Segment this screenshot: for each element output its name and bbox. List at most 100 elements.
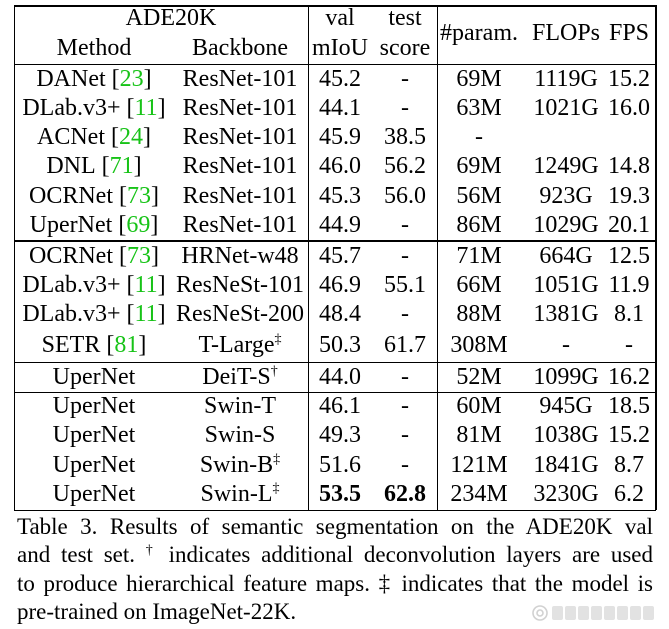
backbone-footnote-mark: † [270, 364, 278, 379]
table-row: DLab.v3+ [11] ResNet-101 44.1 - 63M 1021G 16.0 [0, 94, 669, 122]
flops-cell: 1841G [533, 452, 599, 478]
table-row: DLab.v3+ [11] ResNeSt-101 46.9 55.1 66M 1051G 1… [0, 271, 669, 299]
citation-ref[interactable]: [73] [119, 183, 159, 209]
method-name: OCRNet [29, 243, 113, 269]
params-cell: 69M [456, 153, 502, 179]
table-row: UperNet Swin-L‡ 53.5 62.8 234M 3230G 6.2 [0, 480, 669, 508]
backbone-cell: ResNeSt-200 [172, 300, 308, 328]
backbone-cell: DeiT-S† [172, 363, 308, 391]
test-score-cell: - [401, 452, 409, 478]
citation-ref[interactable]: [23] [111, 66, 152, 92]
method-cell: OCRNet [73] [14, 182, 174, 210]
table-border-left [13, 5, 15, 510]
val-miou-cell: 44.9 [319, 212, 361, 238]
method-name: UperNet [52, 422, 136, 448]
citation-ref[interactable]: [69] [118, 212, 159, 238]
citation-number[interactable]: 11 [134, 301, 158, 327]
flops-cell: - [562, 332, 570, 358]
method-cell: OCRNet [73] [14, 242, 174, 270]
val-header-top: val [325, 5, 355, 31]
citation-ref[interactable]: [11] [126, 301, 166, 327]
method-cell: DLab.v3+ [11] [14, 94, 174, 122]
val-miou-cell: 45.7 [319, 243, 361, 269]
table-row: UperNet Swin-T 46.1 - 60M 945G 18.5 [0, 392, 669, 420]
flops-cell: 945G [539, 393, 593, 419]
val-header-bottom: mIoU [312, 35, 368, 61]
caption-line: pre-trained on ImageNet-22K. [17, 598, 297, 624]
fps-cell [606, 123, 652, 151]
method-header: Method [56, 35, 132, 61]
table-caption: Table 3. Results of semantic segmentatio… [17, 513, 653, 626]
test-score-cell: 55.1 [384, 272, 426, 298]
method-cell: DNL [71] [14, 152, 174, 180]
citation-number[interactable]: 73 [127, 243, 151, 269]
params-cell: 81M [456, 422, 502, 448]
backbone-name: ResNet-101 [182, 212, 298, 238]
citation-number[interactable]: 24 [119, 124, 143, 150]
test-score-cell: 38.5 [384, 124, 426, 150]
citation-number[interactable]: 11 [134, 95, 158, 121]
citation-number[interactable]: 23 [119, 66, 144, 92]
citation-ref[interactable]: [71] [101, 153, 142, 179]
watermark [532, 605, 654, 621]
test-score-cell: - [401, 95, 409, 121]
backbone-name: Swin-B [199, 452, 274, 478]
flops-cell: 1021G [533, 95, 599, 121]
caption-line: to produce hierarchical feature maps. ‡ … [17, 570, 653, 596]
fps-header: FPS [608, 20, 650, 46]
method-cell: UperNet [69] [14, 211, 174, 239]
fps-cell: - [625, 332, 633, 358]
backbone-footnote-mark: ‡ [273, 452, 281, 467]
citation-number[interactable]: 73 [127, 183, 151, 209]
dataset-header: ADE20K [125, 5, 217, 31]
fps-cell: 14.8 [608, 153, 650, 179]
params-cell: 121M [450, 452, 508, 478]
backbone-cell: ResNet-101 [172, 65, 308, 93]
results-table: ADE20K Method Backbone val mIoU test sco… [0, 5, 669, 511]
table-rule-bottom [14, 509, 656, 511]
params-header: #param. [440, 20, 518, 46]
params-cell: 66M [456, 272, 502, 298]
citation-ref[interactable]: [11] [126, 272, 166, 298]
fps-cell: 6.2 [614, 481, 644, 507]
test-score-cell: - [401, 243, 409, 269]
val-miou-cell: 49.3 [319, 422, 361, 448]
test-score-cell: 62.8 [384, 481, 426, 507]
method-name: UperNet [52, 364, 136, 390]
citation-ref[interactable]: [24] [111, 124, 151, 150]
method-name: DLab.v3+ [22, 95, 121, 121]
flops-cell: 1381G [533, 301, 599, 327]
table-rule-header [14, 63, 656, 65]
params-cell: 88M [456, 301, 502, 327]
community-logo-icon [532, 605, 548, 621]
val-miou-cell: 46.1 [319, 393, 361, 419]
val-miou-cell: 45.9 [319, 124, 361, 150]
citation-number[interactable]: 81 [114, 332, 139, 358]
flops-cell: 1038G [533, 422, 599, 448]
citation-number[interactable]: 71 [109, 153, 134, 179]
citation-ref[interactable]: [11] [126, 95, 166, 121]
citation-ref[interactable]: [73] [119, 243, 159, 269]
method-cell: DANet [23] [14, 65, 174, 93]
table-rule-section [14, 361, 656, 363]
backbone-cell: Swin-S [172, 421, 308, 449]
backbone-cell: ResNet-101 [172, 94, 308, 122]
flops-cell: 1249G [533, 153, 599, 179]
backbone-footnote-mark: ‡ [274, 332, 282, 347]
citation-number[interactable]: 69 [126, 212, 151, 238]
backbone-name: ResNeSt-101 [176, 272, 304, 298]
method-name: DANet [36, 66, 106, 92]
params-cell: - [475, 124, 483, 150]
fps-cell: 15.2 [608, 422, 650, 448]
fps-cell: 19.3 [608, 183, 650, 209]
params-cell: 86M [456, 212, 502, 238]
fps-cell: 16.2 [608, 364, 650, 390]
method-cell: UperNet [14, 392, 174, 420]
table-row: DANet [23] ResNet-101 45.2 - 69M 1119G 15.2 [0, 65, 669, 93]
table-rule-section [14, 240, 656, 242]
fps-cell: 8.1 [614, 301, 644, 327]
citation-number[interactable]: 11 [134, 272, 158, 298]
backbone-cell: ResNet-101 [172, 152, 308, 180]
citation-ref[interactable]: [81] [106, 332, 147, 358]
table-row: UperNet [69] ResNet-101 44.9 - 86M 1029G 20.1 [0, 211, 669, 239]
